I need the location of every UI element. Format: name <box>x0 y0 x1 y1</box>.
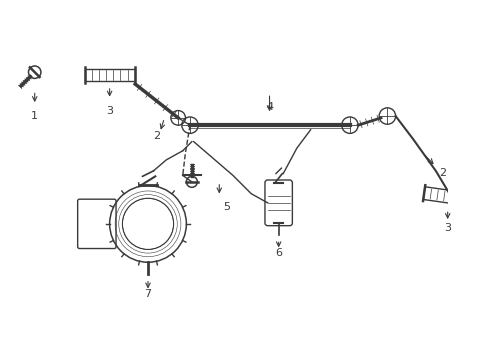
Text: 4: 4 <box>266 102 273 112</box>
Text: 1: 1 <box>31 111 38 121</box>
Text: 3: 3 <box>106 107 113 117</box>
Text: 3: 3 <box>444 224 451 233</box>
Text: 2: 2 <box>153 131 161 141</box>
Text: 5: 5 <box>223 202 230 212</box>
Text: 6: 6 <box>275 248 282 258</box>
Text: 2: 2 <box>440 168 447 178</box>
Text: 7: 7 <box>145 289 151 299</box>
